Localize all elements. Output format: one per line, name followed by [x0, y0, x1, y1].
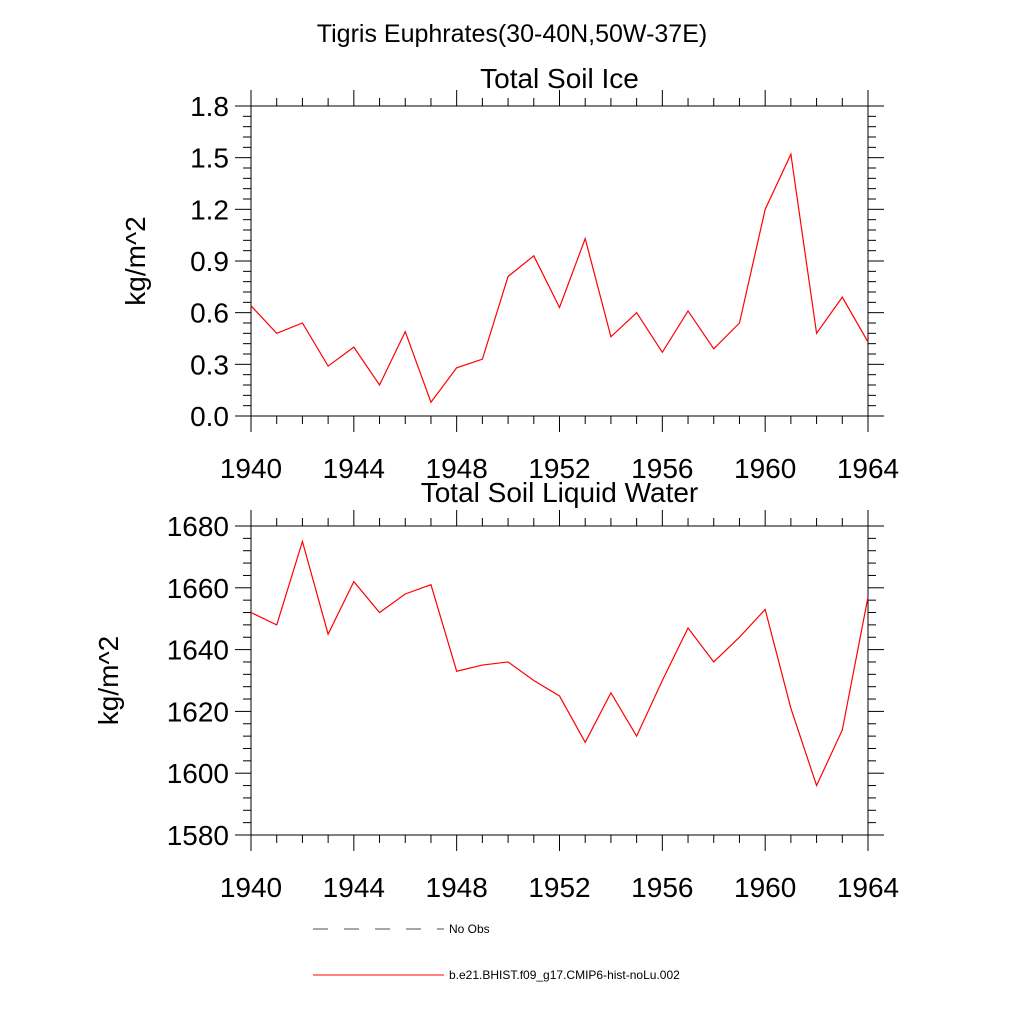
series-line-0: [250, 539, 869, 788]
y-axis-label: kg/m^2: [93, 636, 124, 725]
x-tick-label: 1960: [734, 872, 796, 903]
plot-frame: [250, 525, 869, 836]
series-line-0: [250, 152, 869, 404]
y-tick-label: 0.9: [190, 246, 229, 277]
x-tick-label: 1940: [220, 453, 282, 484]
legend: No Obs b.e21.BHIST.f09_g17.CMIP6-hist-noL…: [313, 922, 680, 982]
x-tick-label: 1948: [426, 453, 488, 484]
x-tick-label: 1952: [528, 872, 590, 903]
legend-label-0: No Obs: [449, 922, 490, 936]
y-tick-label: 0.0: [190, 401, 229, 432]
y-tick-label: 0.3: [190, 349, 229, 380]
x-tick-label: 1956: [631, 872, 693, 903]
chart-title: Total Soil Ice: [480, 63, 639, 94]
x-tick-label: 1952: [528, 453, 590, 484]
x-tick-label: 1964: [837, 453, 899, 484]
x-tick-label: 1944: [323, 453, 385, 484]
x-tick-label: 1940: [220, 872, 282, 903]
y-tick-label: 1.5: [190, 143, 229, 174]
legend-label-1: b.e21.BHIST.f09_g17.CMIP6-hist-noLu.002: [449, 968, 680, 982]
y-tick-label: 1620: [167, 696, 229, 727]
y-tick-label: 1.2: [190, 194, 229, 225]
x-tick-label: 1964: [837, 872, 899, 903]
soil-liquid-water-chart: Total Soil Liquid Water kg/m^2 1580 1600 162…: [93, 477, 899, 903]
soil-ice-chart: Total Soil Ice kg/m^2 0.0 0.3 0.6 0.9 1.2 1.5 1.…: [120, 63, 899, 484]
y-tick-label: 0.6: [190, 298, 229, 329]
page-title: Tigris Euphrates(30-40N,50W-37E): [317, 20, 707, 48]
y-tick-label: 1680: [167, 511, 229, 542]
x-tick-label: 1960: [734, 453, 796, 484]
y-axis-label: kg/m^2: [120, 216, 151, 305]
chart-title: Total Soil Liquid Water: [421, 477, 699, 508]
y-tick-label: 1640: [167, 635, 229, 666]
x-tick-label: 1944: [323, 872, 385, 903]
y-tick-label: 1660: [167, 573, 229, 604]
y-tick-label: 1580: [167, 820, 229, 851]
x-tick-label: 1956: [631, 453, 693, 484]
x-tick-label: 1948: [426, 872, 488, 903]
y-tick-label: 1.8: [190, 91, 229, 122]
y-tick-label: 1600: [167, 758, 229, 789]
plot-frame: [250, 105, 869, 417]
